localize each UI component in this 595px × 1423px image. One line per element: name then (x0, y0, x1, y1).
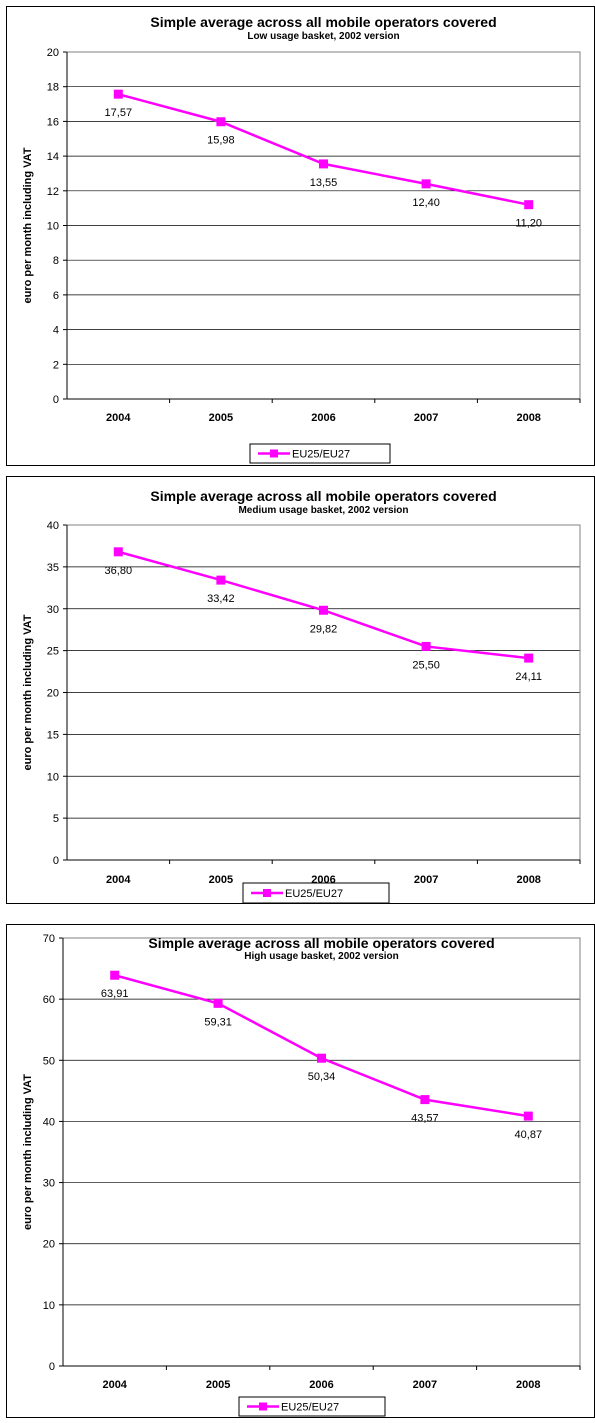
data-label: 40,87 (515, 1129, 543, 1141)
data-point-marker (216, 117, 226, 127)
data-label: 43,57 (411, 1113, 439, 1125)
y-tick-label: 8 (53, 255, 59, 267)
data-label: 15,98 (207, 135, 235, 147)
x-tick-label: 2004 (106, 874, 131, 886)
y-tick-label: 40 (43, 1116, 55, 1128)
data-point-marker (216, 575, 226, 585)
data-point-marker (317, 1053, 326, 1063)
y-axis-label: euro per month including VAT (22, 147, 34, 303)
y-tick-label: 18 (47, 82, 59, 94)
data-label: 59,31 (204, 1016, 232, 1028)
y-tick-label: 60 (43, 994, 55, 1006)
data-point-marker (319, 605, 328, 615)
legend-marker (270, 449, 278, 458)
y-tick-label: 0 (49, 1361, 55, 1373)
data-label: 63,91 (101, 988, 129, 1000)
data-point-marker (110, 970, 120, 980)
series-line (114, 974, 529, 1118)
data-point-marker (213, 998, 223, 1008)
y-tick-label: 0 (53, 855, 59, 867)
y-tick-label: 0 (53, 394, 59, 406)
y-axis-label: euro per month including VAT (22, 1074, 34, 1230)
data-label: 50,34 (308, 1071, 336, 1083)
chart-medium-usage: 0 5 10 15 20 25 30 35 40 2004 2005 2006 2007 2008 Simp… (6, 476, 595, 904)
x-tick-label: 2006 (309, 1379, 333, 1391)
legend-label: EU25/EU27 (285, 888, 343, 900)
x-tick-label: 2004 (102, 1379, 127, 1391)
y-tick-label: 30 (47, 604, 59, 616)
data-label: 29,82 (310, 623, 338, 635)
x-tick-label: 2007 (413, 1379, 437, 1391)
data-label: 25,50 (412, 659, 440, 671)
data-point-marker (421, 641, 431, 651)
data-label: 24,11 (515, 671, 542, 683)
y-tick-label: 10 (43, 1300, 55, 1312)
data-label: 11,20 (515, 218, 542, 230)
plot-area (62, 937, 581, 1367)
data-point-marker (421, 179, 431, 189)
x-tick-label: 2005 (209, 412, 233, 424)
y-tick-label: 25 (47, 646, 59, 658)
data-point-marker (523, 1111, 533, 1121)
y-axis-label: euro per month including VAT (22, 614, 34, 770)
chart-subtitle: Low usage basket, 2002 version (247, 31, 399, 42)
chart-low-usage: 0 2 4 6 8 10 12 14 16 18 20 2004 2005 2006 2007 2008 Sim… (6, 6, 595, 466)
y-tick-label: 14 (47, 151, 59, 163)
legend-label: EU25/EU27 (292, 449, 350, 461)
chart-title: Simple average across all mobile operato… (150, 14, 496, 30)
legend-label: EU25/EU27 (281, 1402, 339, 1414)
y-tick-label: 16 (47, 116, 59, 128)
chart-svg: 0 10 20 30 40 50 60 70 2004 2005 2006 2007 2008 Simpl… (22, 933, 581, 1417)
legend-box (242, 882, 390, 903)
legend-marker (259, 1402, 267, 1411)
data-point-marker (113, 547, 123, 557)
data-point-marker (113, 89, 123, 99)
y-tick-label: 70 (43, 933, 55, 945)
series-line (117, 550, 529, 660)
x-tick-label: 2006 (311, 412, 335, 424)
data-label: 36,80 (105, 565, 133, 577)
x-tick-label: 2004 (106, 412, 131, 424)
x-tick-label: 2008 (516, 412, 540, 424)
chart-subtitle: High usage basket, 2002 version (244, 951, 399, 962)
x-tick-label: 2005 (209, 874, 233, 886)
y-tick-label: 12 (47, 186, 59, 198)
chart-svg: 0 2 4 6 8 10 12 14 16 18 20 2004 2005 2006 2007 2008 Sim… (22, 14, 581, 464)
x-tick-label: 2005 (206, 1379, 230, 1391)
data-label: 13,55 (310, 177, 338, 189)
y-tick-label: 2 (53, 359, 59, 371)
y-tick-label: 35 (47, 562, 59, 574)
y-tick-label: 30 (43, 1178, 55, 1190)
data-label: 12,40 (412, 197, 440, 209)
y-tick-label: 4 (53, 325, 59, 337)
legend-box (238, 1396, 386, 1417)
y-tick-label: 10 (47, 771, 59, 783)
data-point-marker (319, 159, 328, 169)
x-tick-label: 2007 (414, 874, 438, 886)
data-point-marker (420, 1095, 430, 1105)
x-tick-label: 2008 (516, 874, 540, 886)
data-label: 17,57 (105, 107, 133, 119)
y-tick-label: 20 (43, 1239, 55, 1251)
chart-title: Simple average across all mobile operato… (150, 488, 496, 504)
x-tick-label: 2008 (516, 1379, 540, 1391)
chart-title: Simple average across all mobile operato… (148, 935, 494, 951)
y-tick-label: 5 (53, 813, 59, 825)
y-tick-label: 20 (47, 688, 59, 700)
legend-box (249, 443, 391, 464)
y-tick-label: 50 (43, 1055, 55, 1067)
y-tick-label: 6 (53, 290, 59, 302)
chart-high-usage: 0 10 20 30 40 50 60 70 2004 2005 2006 2007 2008 Simpl… (6, 924, 595, 1418)
x-tick-label: 2007 (414, 412, 438, 424)
data-label: 33,42 (207, 593, 235, 605)
y-tick-label: 40 (47, 520, 59, 532)
y-tick-label: 20 (47, 47, 59, 59)
data-point-marker (524, 200, 534, 210)
legend-marker (263, 889, 271, 897)
chart-subtitle: Medium usage basket, 2002 version (238, 505, 408, 516)
data-point-marker (524, 653, 534, 663)
y-tick-label: 15 (47, 729, 59, 741)
y-tick-label: 10 (47, 221, 59, 233)
